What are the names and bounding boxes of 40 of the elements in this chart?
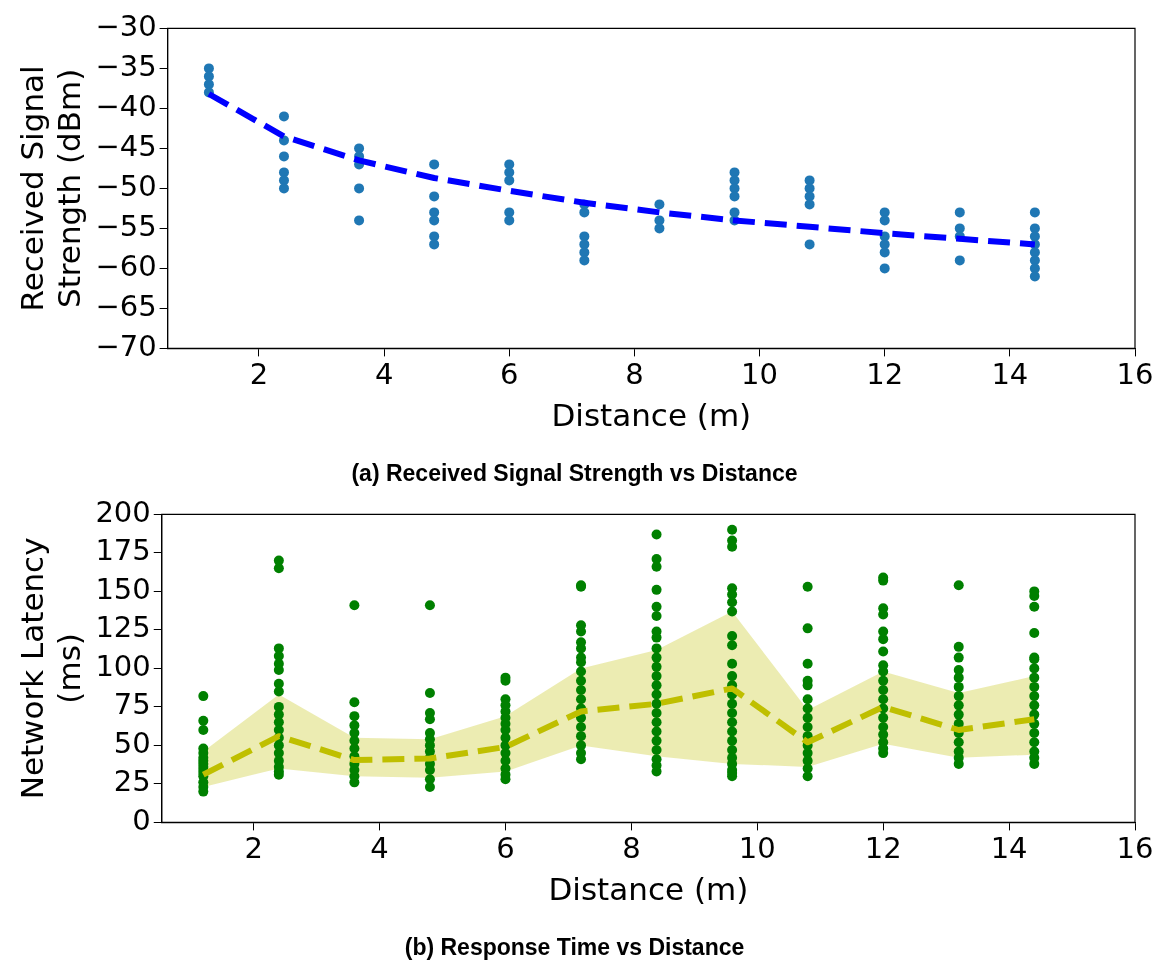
x-tick-label: 8 <box>622 831 641 866</box>
x-tick-label: 14 <box>990 831 1028 866</box>
x-tick-label: 6 <box>500 357 519 392</box>
x-axis-title: Distance (m) <box>548 870 749 907</box>
x-tick-label: 4 <box>370 831 389 866</box>
x-tick-label: 8 <box>625 357 644 392</box>
y-tick-label: −35 <box>95 48 157 83</box>
x-tick-label: 12 <box>866 357 904 392</box>
y-tick-label: 125 <box>95 610 151 645</box>
y-tick-label: 25 <box>113 764 151 799</box>
y-tick-label: 175 <box>95 533 151 568</box>
x-tick-label: 2 <box>244 831 263 866</box>
y-tick-label: −65 <box>95 288 157 323</box>
y-tick-label: 100 <box>95 648 151 683</box>
y-tick-label: −45 <box>95 128 157 163</box>
x-tick-label: 10 <box>741 357 779 392</box>
x-tick-label: 16 <box>1116 357 1154 392</box>
x-tick-label: 4 <box>374 357 394 392</box>
y-tick-label: −30 <box>95 8 157 43</box>
text: (b) Response Time vs Distance <box>404 933 745 960</box>
y-tick-label: −40 <box>95 88 157 123</box>
y-tick-label: 50 <box>113 725 151 760</box>
text: (a) Received Signal Strength vs Distance <box>351 459 798 486</box>
y-tick-label: −60 <box>95 248 157 283</box>
x-tick-label: 10 <box>738 831 776 866</box>
x-axis-title: Distance (m) <box>551 396 752 433</box>
y-tick-label: −50 <box>95 168 157 203</box>
y-tick-label: 150 <box>95 571 151 606</box>
y-tick-label: 200 <box>95 494 151 529</box>
y-tick-label: 0 <box>132 802 151 837</box>
x-tick-label: 2 <box>249 357 269 392</box>
y-tick-label: 75 <box>113 687 151 722</box>
y-tick-label: −55 <box>95 208 157 243</box>
y-axis-title: Network Latency (ms) <box>13 537 87 800</box>
x-tick-label: 14 <box>991 357 1029 392</box>
y-axis-title: Received Signal Strength (dBm) <box>13 65 87 312</box>
x-tick-label: 16 <box>1116 831 1154 866</box>
x-tick-label: 6 <box>496 831 515 866</box>
x-tick-label: 12 <box>864 831 902 866</box>
y-tick-label: −70 <box>95 328 157 363</box>
